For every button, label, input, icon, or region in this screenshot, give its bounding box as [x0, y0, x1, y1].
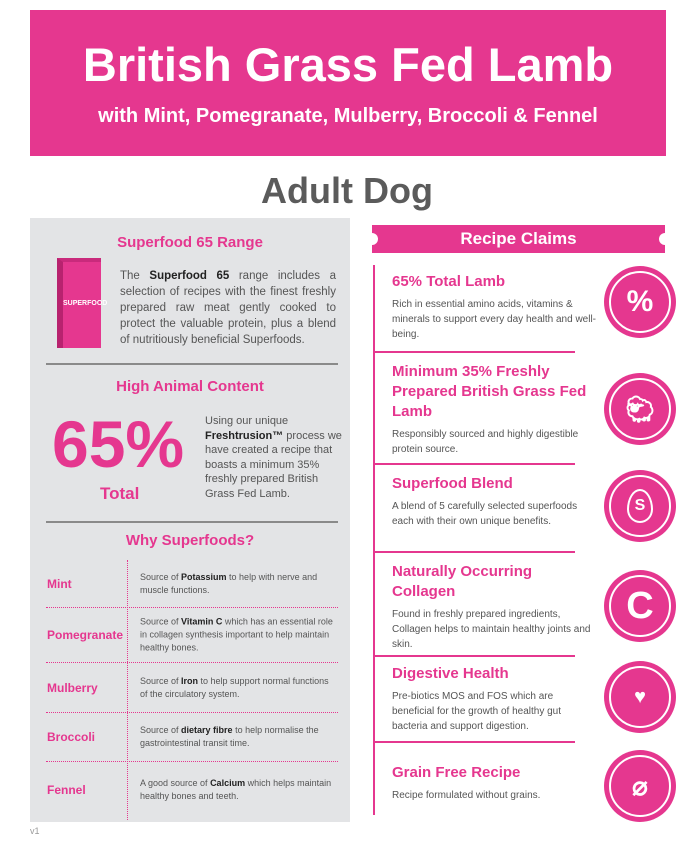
- audience-heading: Adult Dog: [261, 170, 433, 211]
- divider: [374, 551, 575, 553]
- claim-total-lamb: 65% Total Lamb Rich in essential amino ac…: [392, 273, 596, 340]
- product-bag-image: SUPERFOOD: [57, 258, 108, 348]
- percent-icon: %: [604, 266, 676, 338]
- claim-grain-free: Grain Free Recipe Recipe formulated witho…: [392, 764, 541, 801]
- animal-content-text: Using our unique Freshtrusion™ process w…: [205, 415, 342, 500]
- divider: [374, 351, 575, 353]
- divider: [46, 521, 338, 523]
- divider: [374, 741, 575, 743]
- collagen-icon: C: [604, 570, 676, 642]
- dotted-divider: [127, 560, 128, 820]
- divider: [374, 463, 575, 465]
- big-percentage: 65%: [52, 407, 185, 481]
- no-grain-icon: ⌀: [604, 750, 676, 822]
- sheep-icon: 🐑︎: [604, 373, 676, 445]
- claim-collagen: Naturally Occurring Collagen Found in fre…: [392, 563, 591, 650]
- superfood-row: Mint Source of Potassium to help with ner…: [46, 560, 338, 608]
- divider: [46, 363, 338, 365]
- claim-digestive-health: Digestive Health Pre-biotics MOS and FOS …: [392, 665, 561, 732]
- range-title: Superfood 65 Range: [117, 234, 263, 251]
- superfood-row: Pomegranate Source of Vitamin C which has…: [46, 608, 338, 663]
- claims-rule: [373, 265, 375, 815]
- range-intro: The Superfood 65 range includes a select…: [120, 270, 337, 346]
- superfood-leaf-icon: S: [604, 470, 676, 542]
- recipe-claims-banner: Recipe Claims: [366, 225, 671, 253]
- superfood-row: Broccoli Source of dietary fibre to help …: [46, 713, 338, 762]
- title-banner: British Grass Fed Lamb with Mint, Pomegr…: [30, 10, 666, 156]
- info-panel: Superfood 65 Range SUPERFOOD The Superfo…: [30, 218, 350, 822]
- product-title: British Grass Fed Lamb: [82, 38, 614, 91]
- product-subtitle: with Mint, Pomegranate, Mulberry, Brocco…: [98, 105, 598, 127]
- claim-superfood-blend: Superfood Blend A blend of 5 carefully se…: [392, 475, 578, 527]
- animal-content-title: High Animal Content: [116, 378, 264, 395]
- stomach-icon: ♥: [604, 661, 676, 733]
- version-label: v1: [30, 826, 40, 836]
- claim-fresh-lamb: Minimum 35% Freshly Prepared British Gra…: [392, 363, 587, 455]
- superfood-row: Mulberry Source of Iron to help support n…: [46, 663, 338, 713]
- bag-label: SUPERFOOD: [63, 300, 108, 307]
- why-superfoods-title: Why Superfoods?: [125, 532, 255, 549]
- divider: [374, 655, 575, 657]
- big-percentage-label: Total: [100, 484, 140, 503]
- superfood-row: Fennel A good source of Calcium which hel…: [47, 778, 332, 801]
